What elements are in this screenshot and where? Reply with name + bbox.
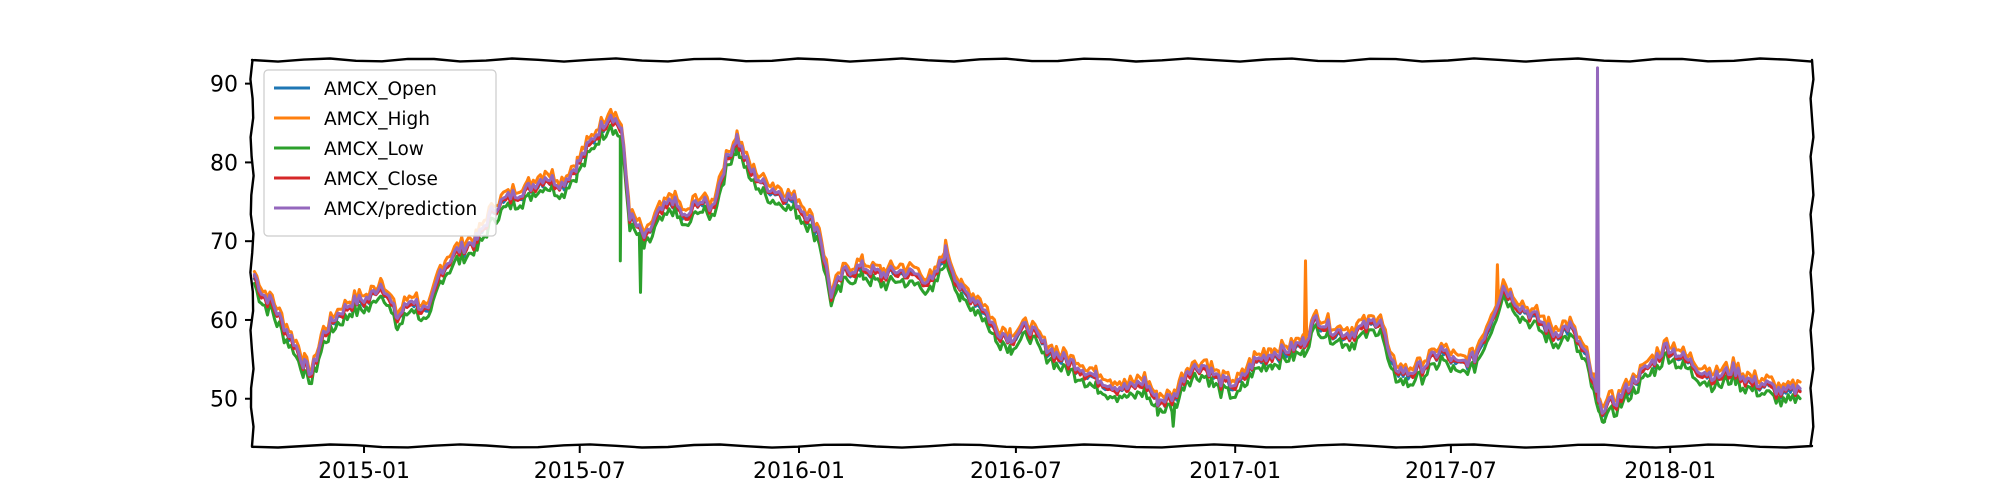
x-tick-label: 2017-07: [1405, 459, 1497, 484]
series-line-amcx-low: [252, 123, 1802, 428]
legend-label: AMCX_Close: [324, 169, 438, 190]
y-tick-label: 90: [210, 73, 238, 98]
y-tick-label: 70: [210, 230, 238, 255]
legend-label: AMCX/prediction: [324, 199, 477, 220]
x-tick-label: 2015-01: [318, 459, 410, 484]
y-tick-label: 60: [210, 309, 238, 334]
series-line-amcx-prediction: [252, 66, 1802, 415]
plot-frame: [249, 57, 1815, 449]
x-tick-label: 2015-07: [534, 459, 626, 484]
x-tick-label: 2017-01: [1189, 459, 1281, 484]
legend: AMCX_Open AMCX_High AMCX_Low AMCX_Close AMCX…: [263, 69, 497, 237]
x-tick-label: 2016-01: [753, 459, 845, 484]
x-tick-label: 2018-01: [1624, 459, 1716, 484]
series-line-amcx-high: [252, 107, 1802, 409]
x-tick-label: 2016-07: [970, 459, 1062, 484]
y-tick-label: 80: [210, 151, 238, 176]
legend-label: AMCX_Low: [324, 139, 424, 160]
series-layer: [252, 66, 1802, 428]
legend-label: AMCX_High: [324, 109, 430, 130]
axis-ticks: 2015-01 2015-07 2016-01 2016-07 2017-01 2017-…: [210, 73, 1716, 484]
legend-box: [263, 69, 497, 237]
y-tick-label: 50: [210, 388, 238, 413]
legend-label: AMCX_Open: [324, 79, 437, 100]
